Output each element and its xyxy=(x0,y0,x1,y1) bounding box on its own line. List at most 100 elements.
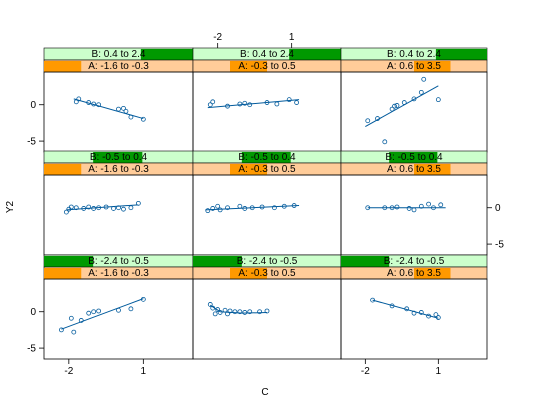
data-point xyxy=(431,205,436,211)
data-point xyxy=(81,206,87,211)
data-point xyxy=(281,203,287,209)
data-point xyxy=(207,102,213,108)
data-point xyxy=(128,306,134,312)
data-point xyxy=(225,205,230,211)
data-point xyxy=(116,307,121,313)
panel-r2-c1: B: -0.5 to 0.4A: -1.6 to -0.3 xyxy=(43,150,194,256)
strip-b-level-shade xyxy=(289,49,341,60)
data-point xyxy=(73,99,79,105)
strip-a-label: A: -0.3 to 0.5 xyxy=(238,268,296,279)
data-point xyxy=(274,101,280,107)
strip-b-label: B: 0.4 to 2.4 xyxy=(240,49,294,60)
strip-b-label: B: -2.4 to -0.5 xyxy=(237,256,298,267)
data-point xyxy=(421,76,427,82)
data-point xyxy=(103,204,109,210)
strip-a-level-shade xyxy=(414,61,451,72)
x-axis-title: C xyxy=(261,387,268,398)
plot-area-frame xyxy=(192,71,342,153)
data-point xyxy=(365,205,371,211)
strip-a-level-shade xyxy=(230,164,267,175)
data-point xyxy=(389,205,395,211)
strip-b-level-shade xyxy=(93,152,143,163)
x-tick-label: -2 xyxy=(213,32,222,43)
data-point xyxy=(418,203,424,209)
panel-r1-c2: B: -2.4 to -0.5A: -0.3 to 0.5 xyxy=(192,254,342,360)
data-point xyxy=(91,309,97,315)
fit-line xyxy=(207,99,300,109)
panels-layer: B: 0.4 to 2.4A: -1.6 to -0.3B: 0.4 to 2.… xyxy=(43,47,488,360)
panel-r3-c3: B: 0.4 to 2.4A: 0.6 to 3.5 xyxy=(340,47,488,153)
data-point xyxy=(237,203,243,209)
strip-a-level-shade xyxy=(230,268,267,279)
data-point xyxy=(404,306,410,312)
data-point xyxy=(249,205,255,211)
data-point xyxy=(406,206,412,211)
data-point xyxy=(411,310,417,316)
strip-b-label: B: 0.4 to 2.4 xyxy=(387,49,441,60)
data-point xyxy=(247,309,253,315)
fit-line xyxy=(73,98,144,120)
x-tick-label: 1 xyxy=(141,366,147,377)
data-point xyxy=(389,303,395,309)
data-point xyxy=(227,308,233,314)
plot-area-frame xyxy=(43,174,194,256)
data-point xyxy=(225,311,230,317)
data-point xyxy=(116,106,121,112)
data-point xyxy=(257,309,263,315)
data-point xyxy=(86,310,92,316)
fit-line xyxy=(372,299,439,319)
strip-b-level-shade xyxy=(389,152,438,163)
data-point xyxy=(286,97,292,103)
data-point xyxy=(86,204,92,210)
data-point xyxy=(426,201,432,207)
panel-r3-c1: B: 0.4 to 2.4A: -1.6 to -0.3 xyxy=(43,47,194,153)
strip-b-level-shade xyxy=(241,152,291,163)
strip-b-label: B: -0.5 to 0.4 xyxy=(238,152,296,163)
strip-b-level-shade xyxy=(341,256,390,267)
fit-line xyxy=(209,304,268,314)
data-point xyxy=(68,315,74,321)
strip-a-level-shade xyxy=(44,164,82,175)
data-point xyxy=(222,307,228,313)
data-point xyxy=(259,204,265,210)
strip-a-label: A: -1.6 to -0.3 xyxy=(88,164,149,175)
data-point xyxy=(207,302,213,307)
data-point xyxy=(91,101,97,107)
plot-area-frame xyxy=(192,278,342,360)
data-point xyxy=(426,313,432,319)
data-point xyxy=(291,203,297,208)
data-point xyxy=(375,116,380,121)
data-point xyxy=(382,139,388,145)
data-point xyxy=(121,206,126,212)
data-point xyxy=(382,205,388,211)
data-point xyxy=(418,89,424,95)
panel-r3-c2: B: 0.4 to 2.4A: -0.3 to 0.5 xyxy=(192,47,342,153)
y-axis-title: Y2 xyxy=(5,200,16,213)
x-tick-label: -2 xyxy=(64,366,73,377)
data-point xyxy=(215,203,221,209)
data-point xyxy=(96,308,102,314)
data-point xyxy=(242,100,248,106)
data-point xyxy=(370,297,376,303)
data-point xyxy=(264,100,270,105)
y-tick-label: 0 xyxy=(495,203,501,214)
strip-b-label: B: 0.4 to 2.4 xyxy=(92,49,146,60)
data-point xyxy=(210,206,216,211)
plot-area-frame xyxy=(340,174,488,256)
data-point xyxy=(435,315,441,320)
data-point xyxy=(140,116,146,122)
data-point xyxy=(438,202,444,208)
data-point xyxy=(96,102,102,108)
x-tick-label: 1 xyxy=(436,366,442,377)
fit-line xyxy=(61,298,144,330)
y-tick-label: -5 xyxy=(27,344,36,355)
strip-a-label: A: -1.6 to -0.3 xyxy=(88,268,149,279)
data-point xyxy=(242,310,248,315)
y-tick-label: 0 xyxy=(30,100,36,111)
strip-a-level-shade xyxy=(414,164,451,175)
data-point xyxy=(247,102,253,108)
data-point xyxy=(401,100,407,105)
data-point xyxy=(232,309,238,315)
plot-area-frame xyxy=(340,278,488,360)
data-point xyxy=(205,208,211,214)
